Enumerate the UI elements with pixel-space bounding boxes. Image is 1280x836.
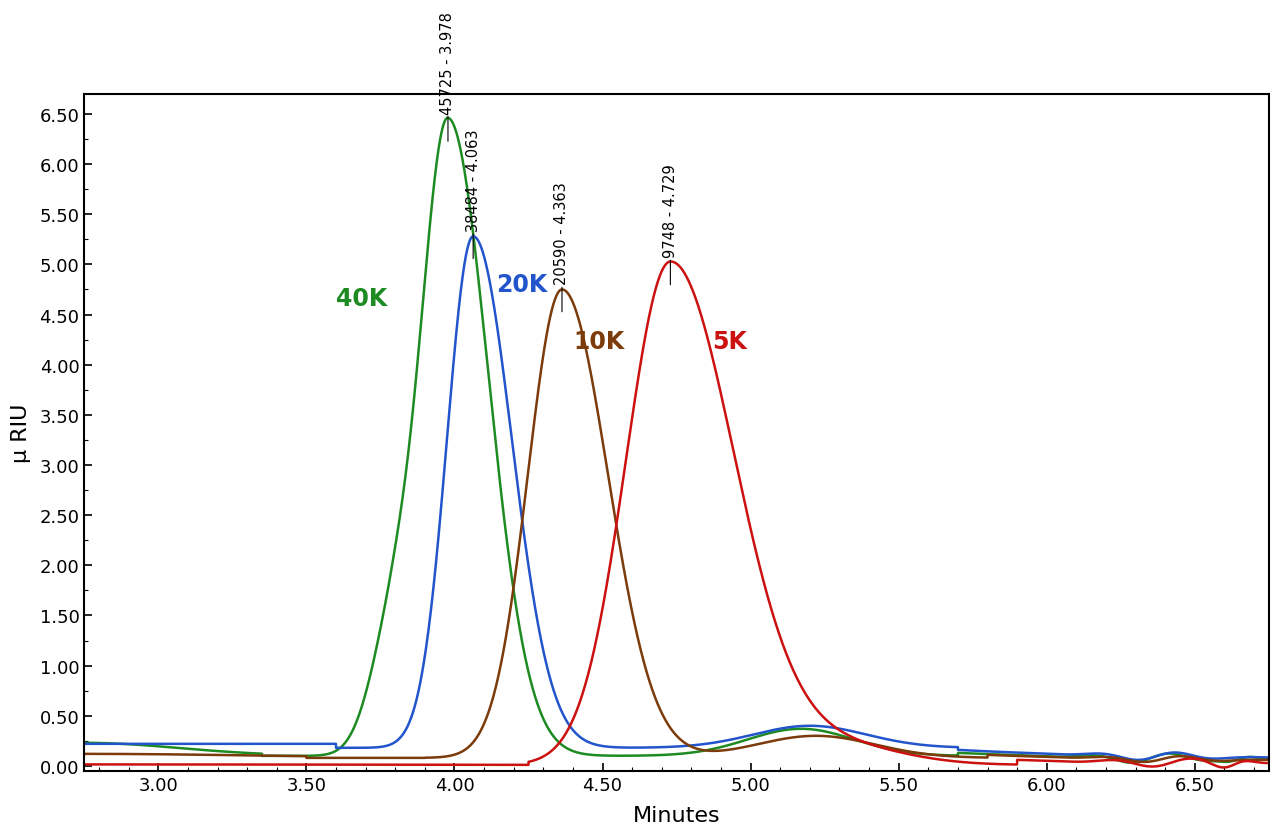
Text: 5K: 5K	[712, 329, 748, 354]
Text: 10K: 10K	[573, 329, 625, 354]
Text: 20590 - 4.363: 20590 - 4.363	[554, 182, 570, 285]
Text: 9748 - 4.729: 9748 - 4.729	[663, 165, 678, 258]
Text: 20K: 20K	[495, 273, 547, 297]
Y-axis label: μ RIU: μ RIU	[12, 403, 31, 462]
Text: 45725 - 3.978: 45725 - 3.978	[440, 12, 456, 115]
Text: 40K: 40K	[337, 286, 388, 310]
X-axis label: Minutes: Minutes	[632, 805, 721, 825]
Text: 38484 - 4.063: 38484 - 4.063	[466, 130, 481, 232]
